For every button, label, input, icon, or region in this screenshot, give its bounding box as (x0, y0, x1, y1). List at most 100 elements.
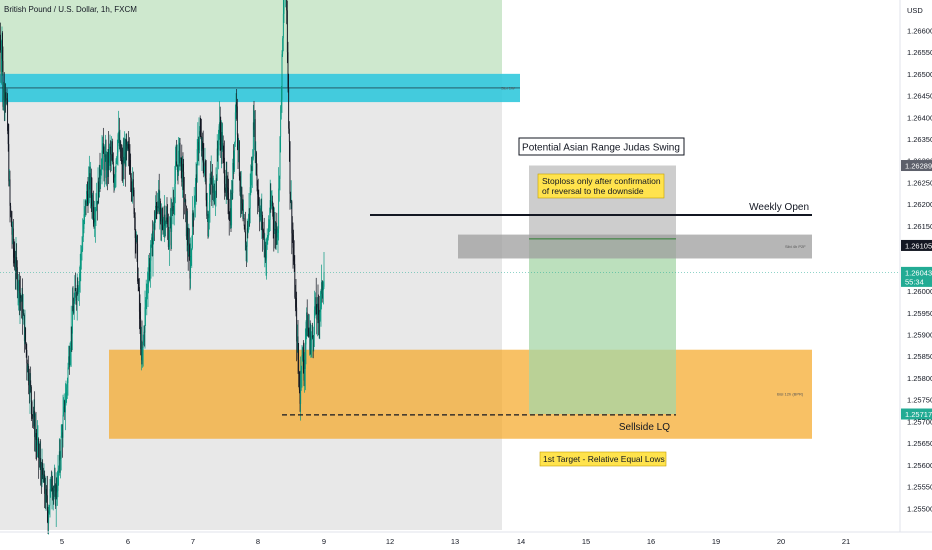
candle-body-182 (116, 152, 118, 158)
candle-body-190 (122, 161, 124, 171)
candle-body-367 (232, 162, 234, 194)
candle-body-274 (175, 161, 177, 166)
candle-body-13 (7, 130, 9, 145)
candle-body-369 (233, 150, 235, 170)
candle-body-20 (12, 228, 14, 235)
candle-body-95 (60, 435, 62, 460)
price-tag-value-3: 1.25717 (905, 410, 932, 419)
candle-body-380 (240, 187, 242, 197)
candle-body-379 (240, 191, 242, 197)
candle-body-98 (62, 414, 64, 438)
candle-body-12 (7, 100, 9, 131)
candle-body-512 (322, 290, 324, 294)
candle-body-96 (61, 432, 63, 436)
candle-body-477 (300, 369, 302, 374)
stop-note-box[interactable] (537, 173, 665, 199)
candle-body-81 (52, 487, 54, 495)
time-tick-2: 7 (191, 537, 195, 546)
candle-body-418 (263, 232, 265, 250)
candle-body-308 (196, 149, 198, 183)
candle-body-22 (13, 248, 15, 258)
candle-body-302 (193, 213, 195, 218)
candle-body-437 (275, 229, 277, 238)
candle-body-434 (273, 219, 275, 231)
candle-body-186 (119, 141, 121, 147)
candle-body-504 (317, 303, 319, 308)
candle-body-162 (103, 153, 105, 171)
candle-body-513 (322, 286, 324, 291)
candle-body-275 (176, 161, 178, 167)
candle-body-331 (210, 176, 212, 180)
h4-fvg-zone (458, 234, 812, 259)
candle-body-157 (100, 175, 102, 179)
candle-body-330 (210, 177, 212, 180)
candle-body-150 (95, 208, 97, 213)
candle-body-71 (45, 488, 47, 503)
candle-body-277 (177, 164, 179, 172)
candle-body-419 (264, 245, 266, 250)
candle-body-61 (38, 457, 40, 460)
candle-body-394 (249, 208, 251, 210)
time-tick-6: 13 (451, 537, 459, 546)
candle-body-371 (234, 112, 236, 143)
time-tick-3: 8 (256, 537, 260, 546)
candle-body-334 (212, 190, 214, 193)
chart-title: British Pound / U.S. Dollar, 1h, FXCM (4, 5, 137, 14)
candle-body-332 (211, 176, 213, 185)
h4-fvg-label: Sibi 4h P2F (785, 244, 806, 249)
price-tick-17: 1.25750 (907, 396, 932, 405)
candle-body-354 (224, 183, 226, 191)
price-scale-unit: USD (907, 6, 923, 15)
candle-body-244 (156, 207, 158, 212)
candle-body-303 (193, 207, 195, 218)
candle-body-482 (304, 368, 306, 381)
candle-body-372 (235, 102, 237, 113)
candle-body-6 (3, 92, 5, 107)
candle-body-344 (218, 126, 220, 146)
candle-body-68 (43, 474, 45, 483)
candle-body-272 (174, 183, 176, 203)
candle-body-279 (178, 142, 180, 151)
candle-body-363 (229, 208, 231, 220)
candle-body-57 (36, 439, 38, 446)
candle-body-493 (310, 339, 312, 341)
candle-body-74 (47, 510, 49, 524)
candle-body-307 (196, 174, 198, 183)
price-tick-4: 1.26400 (907, 113, 932, 122)
candle-body-2 (1, 58, 2, 72)
candle-body-350 (222, 143, 224, 150)
candle-body-229 (146, 286, 148, 288)
candle-body-241 (154, 217, 156, 230)
candle-body-378 (239, 176, 241, 192)
candle-body-204 (131, 188, 133, 193)
price-tick-7: 1.26250 (907, 178, 932, 187)
candle-body-306 (195, 174, 197, 184)
candle-body-268 (171, 207, 173, 212)
candle-body-99 (63, 406, 65, 415)
candle-body-147 (93, 218, 95, 224)
candle-body-345 (219, 122, 221, 127)
candle-body-237 (151, 237, 153, 256)
candle-body-355 (225, 190, 227, 192)
candle-body-41 (25, 343, 27, 351)
candle-body-388 (245, 245, 247, 251)
candle-body-246 (157, 206, 159, 208)
target-note-box[interactable] (539, 451, 667, 467)
candle-body-192 (123, 157, 125, 164)
candle-body-466 (293, 261, 295, 265)
candle-body-28 (17, 289, 19, 291)
candle-body-287 (183, 197, 185, 202)
candle-body-116 (73, 300, 75, 314)
candle-body-62 (39, 458, 41, 460)
price-tick-16: 1.25800 (907, 374, 932, 383)
candle-body-248 (158, 189, 160, 209)
judas-swing-box[interactable] (518, 137, 685, 156)
candle-body-92 (58, 451, 60, 469)
candle-body-168 (107, 149, 109, 171)
candle-body-498 (313, 309, 315, 335)
candle-body-374 (236, 106, 238, 135)
candle-body-247 (158, 189, 160, 208)
candle-body-107 (68, 356, 70, 368)
